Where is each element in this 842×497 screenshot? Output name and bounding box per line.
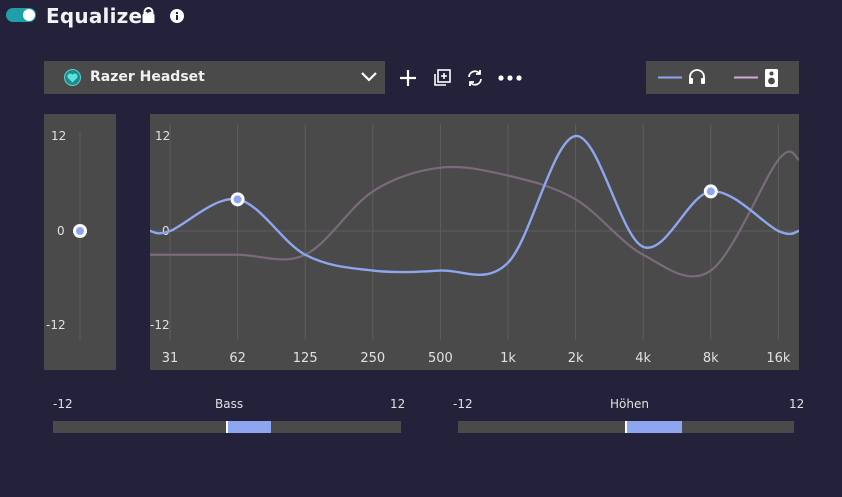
y-min-label: -12 [150,318,170,332]
treble-label: Höhen [610,397,649,411]
eq-control-point-62[interactable] [230,192,245,207]
bass-label: Bass [215,397,244,411]
preamp-handle[interactable] [73,224,87,238]
preamp-mid-label: 0 [57,224,65,238]
freq-label-250: 250 [360,351,385,366]
more-icon[interactable] [498,68,522,88]
preamp-max-label: 12 [51,129,66,143]
lock-icon[interactable] [140,7,157,24]
freq-label-2k: 2k [568,351,584,366]
bass-slider[interactable] [53,421,401,433]
bass-slider-center-marker [226,421,228,433]
treble-min-label: -12 [453,397,473,411]
device-name: Razer Headset [90,69,205,85]
speaker-curve [149,150,800,278]
treble-slider[interactable] [458,421,794,433]
heart-icon [64,69,81,86]
headphones-icon[interactable] [689,69,705,84]
y-mid-label: 0 [162,224,170,238]
bass-min-label: -12 [53,397,73,411]
y-max-label: 12 [155,129,170,143]
freq-label-125: 125 [293,351,318,366]
preamp-min-label: -12 [46,318,66,332]
treble-max-label: 12 [789,397,805,411]
freq-label-500: 500 [428,351,453,366]
duplicate-icon[interactable] [432,68,452,88]
preamp-panel: 12 0 -12 [44,114,116,370]
headphone-curve [149,134,800,276]
freq-label-8k: 8k [703,351,719,366]
bass-slider-fill [227,421,271,433]
device-select[interactable]: Razer Headset [44,61,385,94]
sync-icon[interactable] [465,68,485,88]
freq-label-62: 62 [229,351,246,366]
speaker-icon[interactable] [765,69,778,87]
equalizer-toggle[interactable] [6,8,36,22]
freq-label-4k: 4k [635,351,651,366]
plus-icon[interactable] [398,68,418,88]
freq-label-1k: 1k [500,351,516,366]
bass-max-label: 12 [390,397,406,411]
info-icon[interactable] [170,8,184,23]
page-title: Equalizer [46,4,153,28]
eq-control-point-8k[interactable] [703,184,718,199]
chevron-down-icon [361,72,377,82]
treble-slider-center-marker [625,421,627,433]
toggle-knob [23,9,35,21]
treble-slider-fill [626,421,682,433]
eq-graph[interactable]: 12 0 -12 31 62 125 250 500 1k 2k 4k 8k 16k [149,114,800,370]
grid [150,124,799,340]
legend [646,61,799,94]
freq-label-16k: 16k [766,351,791,366]
freq-label-31: 31 [162,351,179,366]
